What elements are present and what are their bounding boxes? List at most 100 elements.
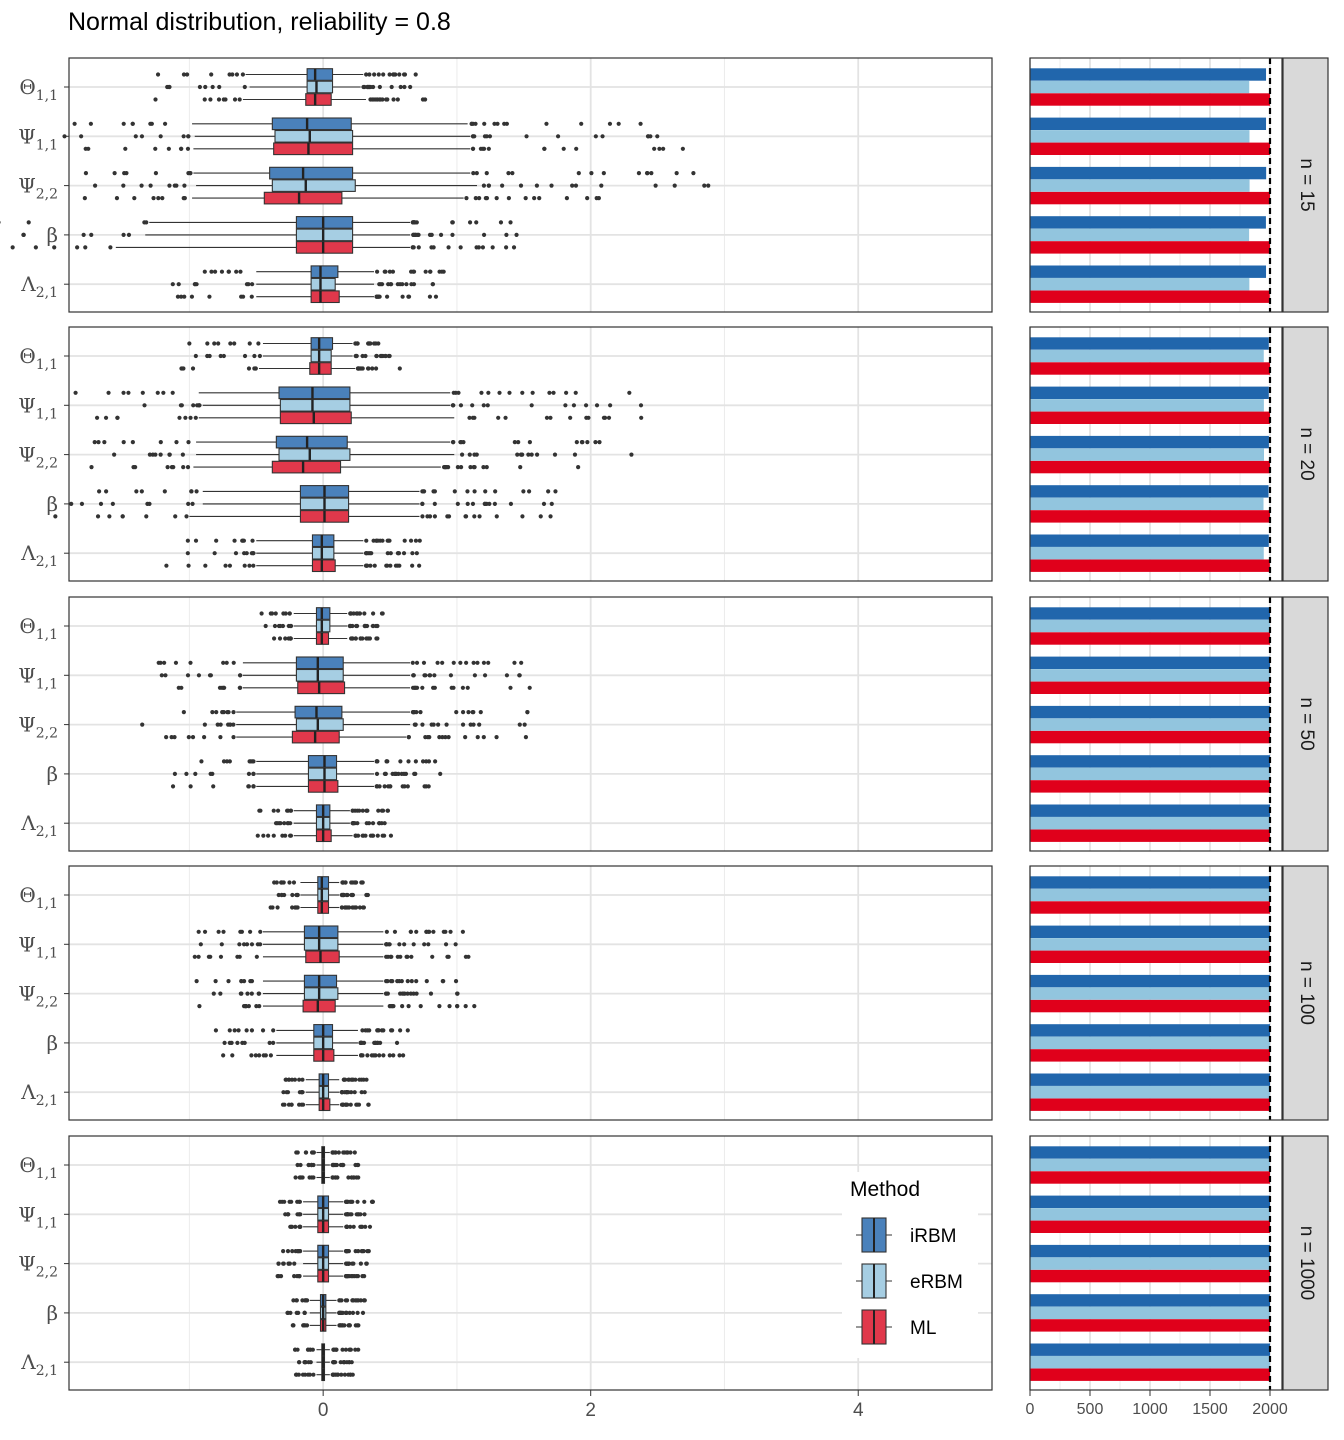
boxplot-iRBM-3 — [281, 1244, 371, 1258]
outlier-point — [561, 146, 566, 151]
outlier-point — [510, 171, 515, 176]
outlier-point — [344, 1249, 349, 1254]
box-panel-border — [68, 596, 993, 852]
outlier-point — [388, 954, 393, 959]
legend-item-eRBM: eRBM — [856, 1263, 963, 1299]
outlier-point — [657, 146, 662, 151]
outlier-point — [386, 282, 391, 287]
outlier-point — [482, 134, 488, 139]
outlier-point — [371, 1053, 376, 1058]
outlier-point — [285, 1249, 291, 1254]
outlier-point — [471, 660, 476, 665]
outlier-point — [568, 415, 573, 420]
outlier-point — [176, 282, 181, 287]
outlier-point — [607, 121, 613, 126]
outlier-point — [475, 660, 480, 665]
outlier-point — [354, 623, 360, 629]
outlier-point — [479, 390, 484, 395]
outlier-point — [221, 660, 226, 665]
outlier-point — [362, 1212, 367, 1217]
outlier-point — [282, 1199, 287, 1204]
outlier-point — [297, 1077, 302, 1082]
outlier-point — [397, 942, 402, 947]
count-bar-iRBM — [1030, 974, 1270, 988]
count-bar-eRBM — [1030, 1158, 1270, 1172]
outlier-point — [413, 685, 419, 690]
outlier-point — [387, 538, 392, 543]
bar-x-tick-label: 1000 — [1132, 1401, 1168, 1418]
outlier-point — [397, 366, 402, 371]
outlier-point — [420, 97, 426, 102]
param-label-5: Λ2,1 — [20, 541, 58, 570]
boxplot-iRBM-4 — [199, 755, 438, 768]
outlier-point — [584, 415, 589, 420]
outlier-point — [297, 1175, 302, 1180]
facet-strip — [1282, 57, 1329, 313]
outlier-point — [185, 538, 190, 543]
outlier-point — [367, 1224, 373, 1229]
count-bar-ML — [1030, 559, 1270, 572]
outlier-point — [431, 929, 436, 934]
outlier-point — [89, 232, 94, 237]
outlier-point — [161, 390, 166, 395]
outlier-point — [214, 710, 219, 715]
outlier-point — [347, 623, 353, 629]
outlier-point — [207, 294, 212, 299]
outlier-point — [181, 366, 186, 371]
outlier-point — [225, 710, 230, 715]
outlier-point — [537, 196, 542, 201]
outlier-point — [400, 1004, 405, 1009]
outlier-point — [221, 759, 227, 764]
outlier-point — [532, 196, 537, 201]
outlier-point — [410, 551, 415, 556]
outlier-point — [515, 452, 520, 457]
outlier-point — [523, 196, 528, 201]
outlier-point — [271, 833, 276, 838]
outlier-point — [216, 341, 221, 346]
outlier-point — [190, 366, 196, 371]
outlier-point — [208, 771, 213, 777]
outlier-point — [391, 97, 396, 102]
outlier-point — [202, 929, 208, 934]
outlier-point — [481, 403, 486, 408]
boxplot-eRBM-2 — [62, 129, 660, 143]
outlier-point — [360, 808, 365, 813]
outlier-point — [309, 1162, 314, 1168]
outlier-point — [627, 390, 632, 395]
boxplot-eRBM-2 — [142, 398, 644, 412]
boxplot-eRBM-3 — [92, 179, 711, 192]
outlier-point — [226, 979, 231, 984]
outlier-point — [94, 415, 100, 420]
outlier-point — [192, 282, 197, 287]
outlier-point — [249, 294, 254, 299]
outlier-point — [387, 1053, 392, 1058]
outlier-point — [164, 735, 169, 740]
outlier-point — [246, 366, 252, 371]
outlier-point — [288, 1224, 293, 1229]
outlier-point — [507, 390, 512, 395]
outlier-point — [356, 366, 361, 371]
outlier-point — [210, 710, 215, 715]
param-label-4: β — [46, 1301, 58, 1325]
outlier-point — [494, 735, 499, 740]
outlier-point — [702, 183, 707, 188]
outlier-point — [517, 673, 522, 678]
outlier-point — [448, 673, 454, 678]
outlier-point — [571, 403, 577, 408]
outlier-point — [293, 1224, 298, 1229]
boxplot-eRBM-4 — [69, 497, 554, 511]
outlier-point — [378, 1040, 383, 1045]
outlier-point — [52, 245, 57, 250]
boxplot-eRBM-5 — [281, 1085, 367, 1099]
outlier-point — [239, 991, 244, 996]
outlier-point — [385, 97, 390, 102]
boxplot-iRBM-4 — [291, 1294, 367, 1307]
outlier-point — [253, 1053, 258, 1058]
outlier-point — [548, 415, 553, 420]
count-bar-ML — [1030, 510, 1270, 523]
outlier-point — [169, 465, 175, 470]
outlier-point — [364, 538, 369, 543]
outlier-point — [421, 489, 426, 494]
boxplot-ML-1 — [293, 1171, 361, 1184]
